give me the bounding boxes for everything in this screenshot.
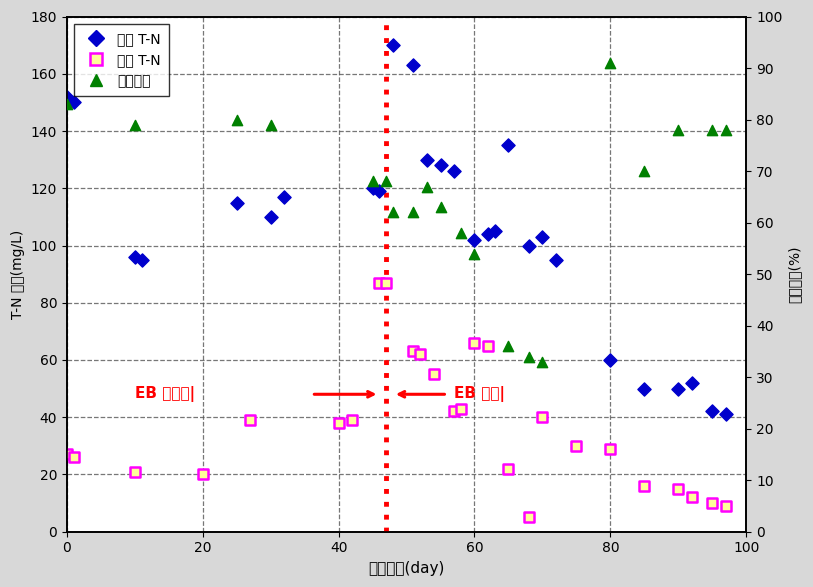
Point (502, 464, 515, 473)
Point (706, 125, 719, 134)
Point (468, 235, 481, 244)
Point (406, 208, 420, 217)
Point (720, 125, 733, 134)
Point (481, 230, 494, 239)
Point (428, 370, 441, 379)
Point (128, 120, 141, 130)
Point (196, 470, 209, 479)
Point (128, 467, 141, 476)
Point (366, 177, 379, 186)
Point (638, 481, 651, 491)
Text: EB 조시|: EB 조시| (454, 386, 505, 402)
Point (128, 252, 141, 262)
Point (346, 416, 359, 425)
Point (536, 357, 549, 366)
Point (468, 338, 481, 348)
Point (454, 228, 467, 238)
Point (135, 255, 148, 265)
Point (454, 404, 467, 413)
Point (706, 407, 719, 416)
Point (386, 208, 399, 217)
Point (60, 450, 73, 459)
Point (264, 212, 277, 221)
Point (386, 41, 399, 50)
Point (448, 167, 461, 176)
Point (672, 484, 685, 494)
Point (366, 184, 379, 193)
Point (672, 384, 685, 393)
Legend: 유입 T-N, 유출 T-N, 처리효율: 유입 T-N, 유출 T-N, 처리효율 (74, 23, 169, 96)
Point (685, 378, 698, 387)
Point (536, 232, 549, 242)
Point (536, 413, 549, 422)
Point (570, 441, 583, 450)
Point (720, 410, 733, 419)
Point (373, 278, 386, 288)
Point (685, 492, 698, 502)
Point (720, 501, 733, 511)
Point (638, 384, 651, 393)
Point (604, 58, 617, 68)
Point (264, 120, 277, 130)
Point (420, 182, 433, 191)
Point (230, 115, 243, 124)
Point (420, 155, 433, 164)
Point (244, 416, 257, 425)
Point (434, 161, 447, 170)
Y-axis label: 처리효율(%): 처리효율(%) (788, 245, 802, 303)
Point (502, 141, 515, 150)
Point (380, 177, 393, 186)
Point (230, 198, 243, 207)
Point (672, 125, 685, 134)
Y-axis label: T-N 농도(mg/L): T-N 농도(mg/L) (11, 230, 25, 319)
Point (550, 255, 563, 265)
Point (373, 187, 386, 196)
Point (67, 453, 80, 462)
Point (380, 278, 393, 288)
Point (604, 355, 617, 365)
Point (278, 192, 291, 201)
Point (333, 418, 346, 427)
Point (502, 342, 515, 351)
Point (434, 203, 447, 212)
Point (638, 167, 651, 176)
Point (448, 407, 461, 416)
Point (481, 341, 494, 350)
Point (706, 498, 719, 508)
Point (406, 347, 420, 356)
Point (414, 349, 427, 359)
Point (67, 98, 80, 107)
X-axis label: 경과시간(day): 경과시간(day) (368, 561, 445, 576)
Point (522, 241, 535, 250)
Point (60, 92, 73, 102)
Text: EB 비조시|: EB 비조시| (135, 386, 195, 402)
Point (60, 99, 73, 109)
Point (522, 352, 535, 361)
Point (522, 512, 535, 522)
Point (468, 249, 481, 258)
Point (406, 60, 420, 70)
Point (604, 444, 617, 453)
Point (489, 227, 502, 236)
